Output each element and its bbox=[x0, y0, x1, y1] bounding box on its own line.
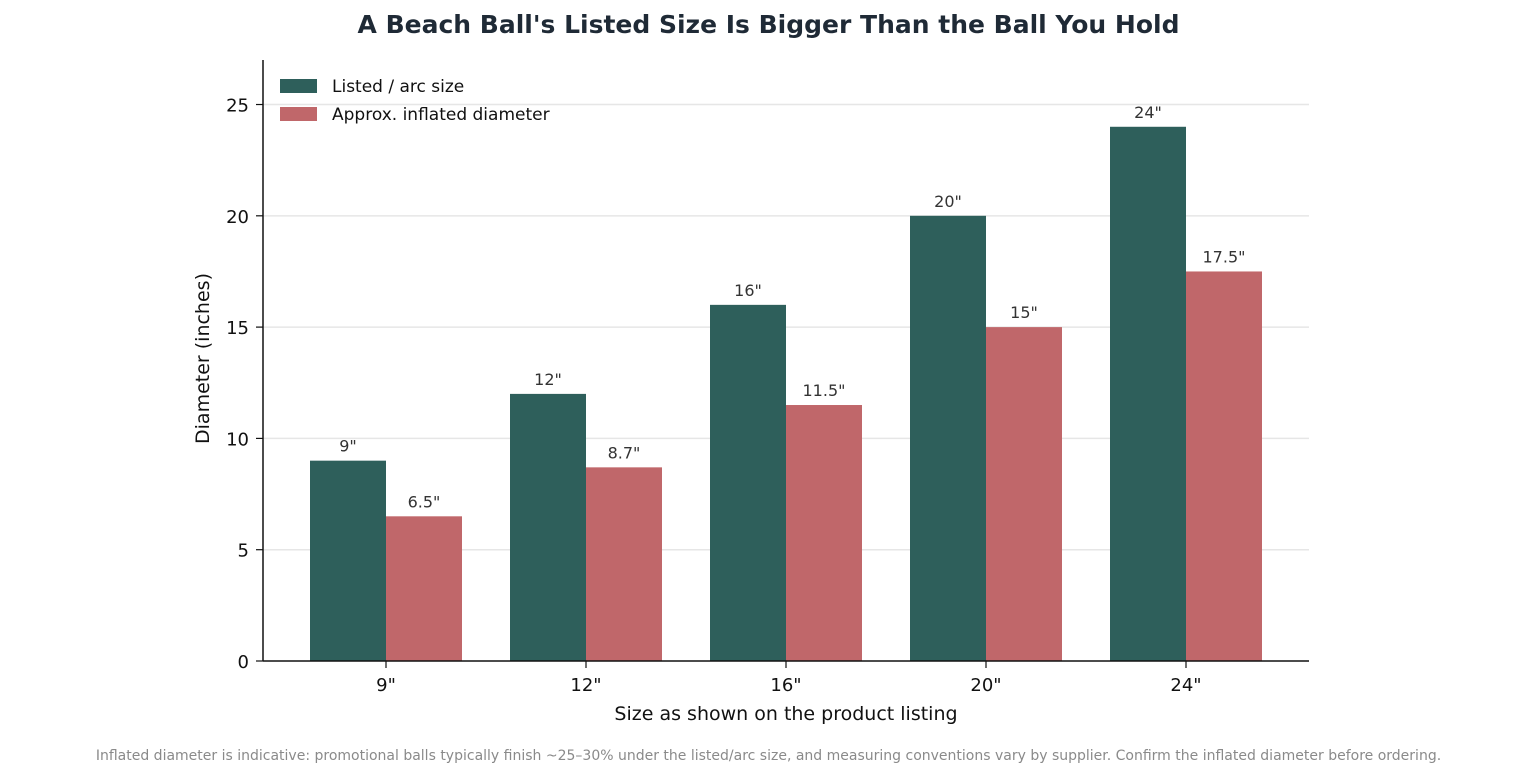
x-tick-label: 20" bbox=[970, 675, 1001, 696]
tick-labels: 0 5 10 15 20 25 9" 12" 16" 20" 24" bbox=[226, 96, 1202, 696]
x-tick-label: 9" bbox=[376, 675, 396, 696]
legend-label: Listed / arc size bbox=[332, 77, 464, 97]
bar-labels: 9" 6.5" 12" 8.7" 16" 11.5" 20" 15" 24" 17.5" bbox=[339, 103, 1245, 512]
bar-value-label: 16" bbox=[734, 281, 762, 300]
bar-value-label: 15" bbox=[1010, 303, 1038, 322]
bar bbox=[786, 405, 862, 661]
bar bbox=[986, 327, 1062, 661]
chart-title: A Beach Ball's Listed Size Is Bigger Tha… bbox=[357, 10, 1180, 39]
y-tick-label: 20 bbox=[226, 207, 249, 228]
x-tick-label: 12" bbox=[570, 675, 601, 696]
x-tick-label: 16" bbox=[770, 675, 801, 696]
bar-value-label: 24" bbox=[1134, 103, 1162, 122]
bar-value-label: 17.5" bbox=[1203, 247, 1246, 266]
bar-value-label: 12" bbox=[534, 370, 562, 389]
bar bbox=[586, 467, 662, 661]
y-tick-label: 0 bbox=[238, 652, 249, 673]
x-tick-label: 24" bbox=[1170, 675, 1201, 696]
bars bbox=[310, 126, 1262, 662]
y-tick-label: 25 bbox=[226, 96, 249, 117]
legend-swatch bbox=[280, 107, 317, 121]
x-axis-label: Size as shown on the product listing bbox=[614, 703, 957, 725]
legend-label: Approx. inflated diameter bbox=[332, 105, 550, 125]
bar bbox=[386, 516, 462, 661]
bar bbox=[910, 215, 986, 661]
bar-value-label: 8.7" bbox=[608, 443, 641, 462]
bar bbox=[510, 393, 586, 661]
bar bbox=[1110, 126, 1186, 662]
legend: Listed / arc size Approx. inflated diamet… bbox=[280, 77, 550, 125]
bar-value-label: 20" bbox=[934, 192, 962, 211]
axes bbox=[256, 60, 1309, 668]
bar-value-label: 9" bbox=[339, 437, 357, 456]
y-tick-label: 15 bbox=[226, 318, 249, 339]
footnote: Inflated diameter is indicative: promoti… bbox=[95, 748, 1442, 764]
y-tick-label: 5 bbox=[238, 541, 249, 562]
bar-value-label: 11.5" bbox=[803, 381, 846, 400]
y-axis-label: Diameter (inches) bbox=[192, 273, 214, 444]
bar bbox=[710, 304, 786, 661]
bar-value-label: 6.5" bbox=[408, 492, 441, 511]
bar bbox=[310, 460, 386, 661]
y-tick-label: 10 bbox=[226, 429, 249, 450]
legend-swatch bbox=[280, 79, 317, 93]
bar bbox=[1186, 271, 1262, 661]
